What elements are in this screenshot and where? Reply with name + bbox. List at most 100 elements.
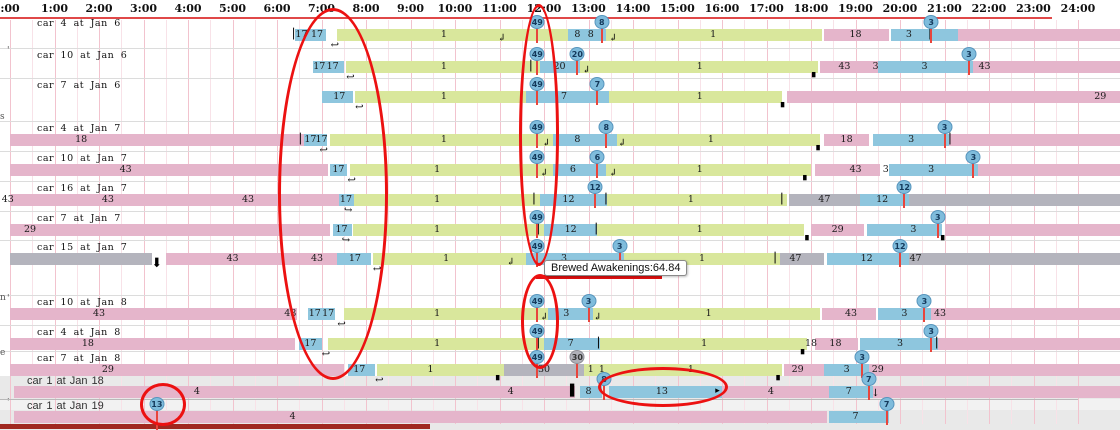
- count-badge[interactable]: 20: [569, 47, 585, 61]
- bar-segment-pink[interactable]: [10, 164, 329, 176]
- bar-segment-pink[interactable]: [868, 364, 1120, 376]
- count-badge[interactable]: 30: [569, 350, 585, 364]
- bar-segment-blue[interactable]: [859, 194, 909, 206]
- bar-segment-green[interactable]: [353, 194, 540, 206]
- bar-segment-blue[interactable]: [312, 61, 344, 73]
- count-badge[interactable]: 3: [923, 15, 939, 29]
- bar-segment-green[interactable]: [606, 29, 823, 41]
- bar-segment-pink[interactable]: [824, 29, 889, 41]
- bar-segment-pink[interactable]: [819, 61, 878, 73]
- bar-segment-pink[interactable]: [811, 224, 865, 236]
- count-badge[interactable]: 49: [529, 294, 545, 308]
- count-badge[interactable]: 49: [529, 77, 545, 91]
- count-badge[interactable]: 49: [529, 15, 545, 29]
- count-badge[interactable]: 3: [961, 47, 977, 61]
- bar-segment-pink[interactable]: [948, 134, 1120, 146]
- count-badge[interactable]: 3: [937, 120, 952, 134]
- count-badge[interactable]: 6: [589, 150, 605, 164]
- bar-segment-pink[interactable]: [10, 308, 298, 320]
- bar-segment-blue[interactable]: [859, 338, 938, 350]
- bar-segment-green[interactable]: [354, 91, 527, 103]
- count-badge[interactable]: 7: [861, 372, 877, 386]
- count-badge[interactable]: 12: [896, 180, 912, 194]
- bar-segment-blue[interactable]: [826, 253, 909, 265]
- bar-segment-gray[interactable]: [10, 253, 153, 265]
- bar-segment-pink[interactable]: [786, 91, 1120, 103]
- bar-segment-blue[interactable]: [608, 386, 722, 398]
- bar-segment-green[interactable]: [343, 308, 549, 320]
- bar-segment-blue[interactable]: [332, 224, 352, 236]
- bar-segment-green[interactable]: [345, 61, 540, 73]
- count-badge[interactable]: 8: [598, 120, 614, 134]
- bar-segment-pink[interactable]: [944, 224, 1120, 236]
- bar-segment-pink[interactable]: [10, 224, 331, 236]
- bar-segment-green[interactable]: [607, 194, 787, 206]
- bar-segment-pink[interactable]: [784, 364, 825, 376]
- bar-segment-green[interactable]: [328, 338, 544, 350]
- bar-segment-green[interactable]: [592, 308, 820, 320]
- count-badge[interactable]: 12: [587, 180, 603, 194]
- bar-segment-pink[interactable]: [824, 134, 869, 146]
- bar-segment-blue[interactable]: [828, 411, 889, 423]
- bar-segment-pink[interactable]: [873, 386, 1120, 398]
- bar-segment-green[interactable]: [597, 224, 805, 236]
- bar-segment-blue[interactable]: [866, 224, 943, 236]
- count-badge[interactable]: 3: [916, 294, 932, 308]
- bar-segment-pink[interactable]: [14, 386, 576, 398]
- bar-segment-blue[interactable]: [877, 61, 974, 73]
- count-badge[interactable]: 13: [149, 397, 165, 411]
- bar-segment-green[interactable]: [352, 224, 544, 236]
- bar-segment-blue[interactable]: [303, 134, 327, 146]
- count-badge[interactable]: 49: [529, 120, 545, 134]
- count-badge[interactable]: 49: [529, 239, 545, 253]
- count-badge[interactable]: 49: [529, 210, 545, 224]
- count-badge[interactable]: 3: [854, 350, 870, 364]
- bar-segment-pink[interactable]: [165, 253, 338, 265]
- bar-segment-gray[interactable]: [908, 194, 1120, 206]
- bar-segment-gray[interactable]: [908, 253, 1120, 265]
- bar-segment-pink[interactable]: [822, 308, 876, 320]
- count-badge[interactable]: 7: [879, 397, 895, 411]
- bar-segment-green[interactable]: [617, 134, 820, 146]
- count-badge[interactable]: 49: [529, 150, 545, 164]
- bar-segment-pink[interactable]: [10, 134, 304, 146]
- count-badge[interactable]: 3: [923, 324, 939, 338]
- bar-segment-green[interactable]: [377, 364, 504, 376]
- count-badge[interactable]: 3: [612, 239, 628, 253]
- bar-segment-blue[interactable]: [526, 91, 609, 103]
- count-badge[interactable]: 3: [581, 294, 596, 308]
- bar-segment-green[interactable]: [584, 364, 783, 376]
- bar-segment-blue[interactable]: [891, 29, 958, 41]
- count-badge[interactable]: 8: [596, 372, 612, 386]
- bar-segment-green[interactable]: [608, 91, 783, 103]
- bar-segment-green[interactable]: [350, 164, 553, 176]
- count-badge[interactable]: 3: [930, 210, 946, 224]
- bar-segment-blue[interactable]: [579, 386, 602, 398]
- bar-segment-blue[interactable]: [873, 134, 949, 146]
- bar-segment-green[interactable]: [337, 29, 569, 41]
- bar-segment-blue[interactable]: [568, 29, 607, 41]
- count-badge[interactable]: 3: [965, 150, 981, 164]
- bar-segment-blue[interactable]: [294, 29, 326, 41]
- bar-segment-blue[interactable]: [548, 308, 593, 320]
- bar-segment-blue[interactable]: [348, 364, 375, 376]
- bar-segment-blue[interactable]: [552, 164, 607, 176]
- bar-segment-blue[interactable]: [299, 338, 322, 350]
- bar-segment-blue[interactable]: [828, 386, 874, 398]
- bar-segment-blue[interactable]: [330, 164, 348, 176]
- bar-segment-green[interactable]: [372, 253, 527, 265]
- bar-segment-pink[interactable]: [815, 164, 880, 176]
- count-badge[interactable]: 49: [529, 324, 545, 338]
- bar-segment-green[interactable]: [599, 338, 807, 350]
- bar-segment-pink[interactable]: [722, 386, 829, 398]
- bar-segment-pink[interactable]: [10, 364, 344, 376]
- bar-segment-pink[interactable]: [937, 338, 1120, 350]
- bar-segment-blue[interactable]: [308, 308, 335, 320]
- bar-segment-gray[interactable]: [788, 194, 860, 206]
- bar-segment-blue[interactable]: [539, 61, 580, 73]
- bar-segment-pink[interactable]: [973, 61, 1120, 73]
- bar-segment-green[interactable]: [579, 61, 818, 73]
- bar-segment-pink[interactable]: [14, 411, 827, 423]
- bar-segment-blue[interactable]: [877, 308, 932, 320]
- count-badge[interactable]: 49: [529, 47, 545, 61]
